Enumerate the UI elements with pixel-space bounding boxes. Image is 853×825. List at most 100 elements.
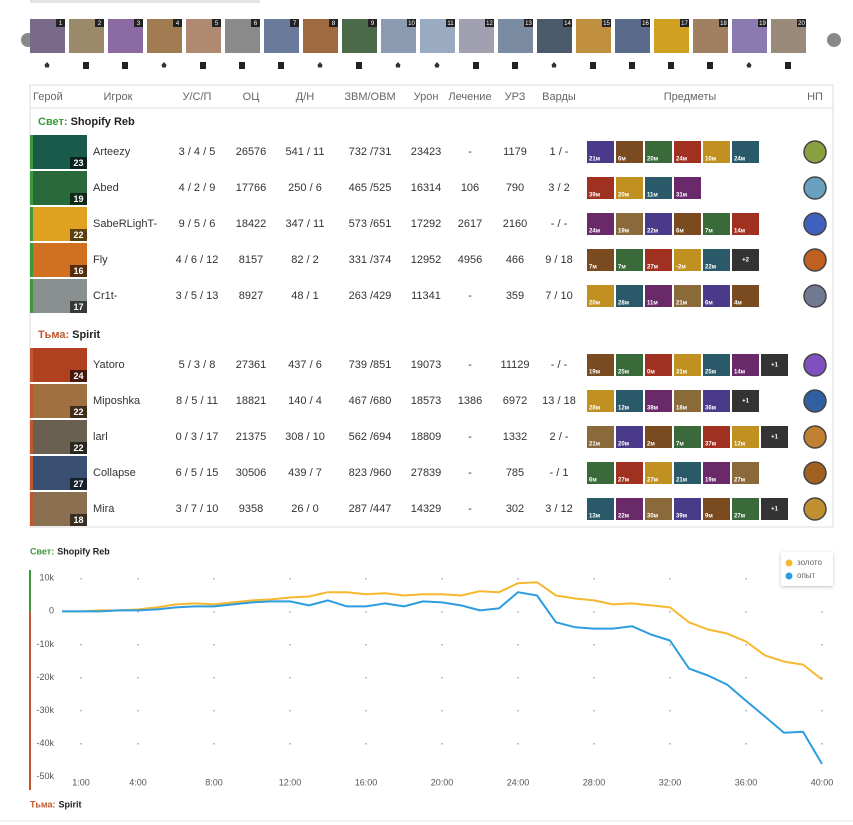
stat-gpm: 331 /374 (349, 254, 392, 266)
stat-lhdn: 439 / 7 (288, 467, 322, 479)
item-time: 20м (618, 193, 630, 199)
stat-bld: 2160 (503, 218, 527, 230)
draft-number: 7 (293, 21, 297, 27)
column-header: НП (807, 91, 823, 103)
draft-badge (95, 19, 104, 27)
item-time: 24м (589, 229, 601, 235)
hero-level: 17 (73, 302, 83, 312)
x-tick-label: 4:00 (129, 777, 147, 787)
stat-gpm: 823 /960 (349, 467, 392, 479)
pick-icon (746, 62, 752, 68)
stat-lhdn: 82 / 2 (291, 254, 319, 266)
neutral-item (803, 425, 827, 449)
item-icon (703, 213, 730, 235)
legend-label: золото (797, 558, 822, 567)
stat-nw: 9358 (239, 503, 263, 515)
stat-lhdn: 250 / 6 (288, 182, 322, 194)
item-more (761, 354, 788, 376)
item-icon (674, 285, 701, 307)
draft-badge (212, 19, 221, 27)
item-icon (674, 462, 701, 484)
x-tick-label: 1:00 (72, 777, 90, 787)
player-name: SabeRLighT- (93, 218, 158, 230)
item-time: 24м (676, 157, 688, 163)
item-time: 27м (734, 478, 746, 484)
draft-badge (485, 19, 494, 27)
draft-badge (797, 19, 806, 27)
item-icon (587, 462, 614, 484)
item-icon (587, 249, 614, 271)
item-time: 20м (647, 157, 659, 163)
level-badge (70, 442, 87, 454)
stat-bld: 1332 (503, 431, 527, 443)
stat-kda: 4 / 2 / 9 (179, 182, 216, 194)
ban-icon (512, 62, 518, 69)
neutral-item (803, 140, 827, 164)
item-time: 31м (676, 193, 688, 199)
item-time: 2м (647, 442, 655, 448)
chart-top-team: Shopify Reb (57, 546, 110, 556)
item-icon (587, 213, 614, 235)
stat-gpm: 287 /447 (349, 503, 392, 515)
ban-icon (785, 62, 791, 69)
item-icon (587, 354, 614, 376)
x-tick-label: 16:00 (355, 777, 378, 787)
chart-top-side: Свет: (30, 546, 54, 556)
item-icon (645, 285, 672, 307)
draft-badge (368, 19, 377, 27)
item-time: 21м (589, 157, 601, 163)
item-time: -2м (676, 265, 686, 271)
draft-badge (56, 19, 65, 27)
stat-damage: 14329 (411, 503, 442, 515)
item-icon (645, 498, 672, 520)
stat-heal: 106 (461, 182, 479, 194)
pick-icon (551, 62, 557, 68)
y-tick-label: -20k (36, 672, 54, 682)
stat-bld: 1179 (503, 146, 527, 158)
scroll-right[interactable] (827, 33, 841, 47)
level-badge (70, 514, 87, 526)
team-name: Shopify Reb (71, 116, 135, 128)
stat-heal: 1386 (458, 395, 482, 407)
item-icon (587, 177, 614, 199)
ban-icon (83, 62, 89, 69)
item-icon (732, 462, 759, 484)
item-icon (616, 249, 643, 271)
item-time: 27м (734, 514, 746, 520)
x-tick-label: 8:00 (205, 777, 223, 787)
item-time: 6м (618, 157, 626, 163)
legend-swatch (785, 572, 793, 580)
ban-icon (278, 62, 284, 69)
y-tick-label: -50k (36, 771, 54, 781)
column-header: У/С/П (183, 91, 212, 103)
stat-wards: 3 / 12 (545, 503, 573, 515)
stat-lhdn: 48 / 1 (291, 290, 319, 302)
item-time: 20м (618, 442, 630, 448)
side-strip (30, 420, 33, 454)
item-icon (616, 498, 643, 520)
stat-wards: - / - (551, 218, 568, 230)
stat-heal: 4956 (458, 254, 482, 266)
ban-icon (356, 62, 362, 69)
column-header: Д/Н (296, 91, 315, 103)
item-time: 6м (676, 229, 684, 235)
item-icon (587, 390, 614, 412)
item-time: 25м (618, 370, 630, 376)
stat-bld: 302 (506, 503, 524, 515)
stat-damage: 18809 (411, 431, 442, 443)
neutral-item (803, 461, 827, 485)
item-icon (703, 285, 730, 307)
item-time: 24м (734, 157, 746, 163)
item-more (761, 426, 788, 448)
level-badge (70, 370, 87, 382)
ban-icon (590, 62, 596, 69)
hero-level: 22 (73, 443, 83, 453)
stat-gpm: 467 /680 (349, 395, 392, 407)
neutral-item (803, 389, 827, 413)
draft-number: 20 (798, 21, 805, 27)
stat-gpm: 739 /851 (349, 359, 392, 371)
draft-number: 14 (564, 21, 571, 27)
stat-kda: 3 / 4 / 5 (179, 146, 216, 158)
stat-lhdn: 437 / 6 (288, 359, 322, 371)
